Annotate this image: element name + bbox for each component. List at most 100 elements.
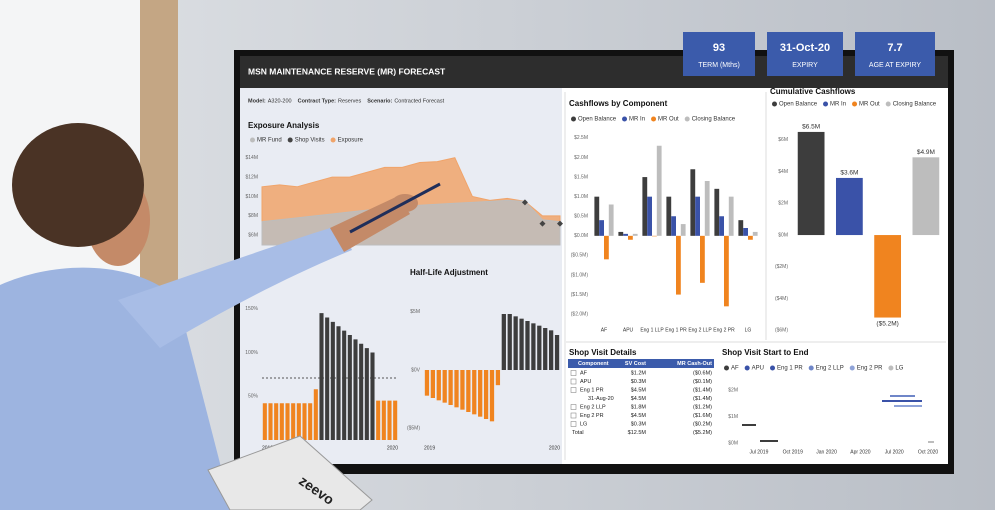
filter-value: Contracted Forecast (394, 98, 444, 104)
bar (525, 321, 530, 370)
legend-marker (770, 365, 776, 371)
bar (652, 235, 657, 237)
legend-marker (885, 101, 891, 107)
bar (604, 235, 609, 260)
table-cell: ($0.6M) (693, 370, 712, 376)
bar (738, 220, 744, 236)
kpi-box (683, 32, 755, 76)
expand-icon (570, 370, 577, 376)
y-tick-label: $2M (778, 201, 788, 207)
y-tick-label: ($2.0M) (571, 311, 589, 317)
y-tick-label: $2M (728, 387, 738, 393)
y-tick-label: $6M (778, 137, 788, 143)
y-tick-label: ($1.5M) (571, 292, 589, 298)
bar (424, 370, 430, 396)
y-tick-label: ($4M) (775, 296, 788, 302)
bar (912, 157, 940, 236)
y-tick-label: ($0.5M) (571, 253, 589, 259)
table-cell: ($5.2M) (693, 430, 712, 436)
legend-label: Closing Balance (893, 102, 937, 108)
expand-icon (570, 404, 577, 410)
bar (436, 370, 441, 401)
bar (623, 233, 628, 236)
bar (268, 403, 273, 440)
legend-marker (852, 101, 858, 107)
value-label: $6.5M (802, 124, 820, 131)
bar (291, 403, 296, 440)
legend-label: MR In (629, 117, 645, 123)
x-tick-label: Jul 2020 (885, 449, 904, 455)
bar (743, 228, 748, 236)
bar (618, 231, 624, 236)
legend-marker (330, 137, 336, 143)
bar (719, 216, 724, 236)
y-tick-label: 50% (248, 394, 259, 400)
chart-title: Cashflows by Component (569, 99, 668, 108)
table-cell: $0.3M (631, 379, 647, 385)
table-cell: AF (580, 370, 588, 376)
bar (676, 235, 681, 295)
bar (448, 370, 453, 405)
table-cell: Total (572, 430, 584, 436)
legend-marker (772, 101, 777, 107)
legend-marker (684, 116, 690, 122)
table-header-bg (568, 359, 714, 368)
bar (695, 196, 700, 236)
legend-label: Open Balance (779, 102, 818, 108)
legend-marker (808, 365, 814, 371)
bar (599, 220, 604, 236)
legend-label: MR In (830, 102, 846, 108)
bar (274, 403, 279, 440)
filter-value: A320-200 (268, 98, 292, 104)
y-tick-label: $1.5M (574, 174, 588, 180)
bar (752, 231, 758, 236)
legend-marker (849, 365, 855, 371)
y-tick-label: ($1.0M) (571, 272, 589, 278)
bar (313, 389, 318, 440)
bar (513, 316, 518, 370)
table-header: SV Cost (625, 361, 646, 367)
table-cell: $0.3M (631, 421, 647, 427)
expand-icon (570, 387, 577, 393)
y-tick-label: 150% (245, 306, 258, 312)
table-header: MR Cash-Out (677, 361, 712, 367)
x-tick-label: AF (601, 327, 607, 333)
expand-icon (570, 378, 577, 385)
legend-marker (571, 116, 576, 122)
bar (308, 403, 313, 440)
bar (797, 131, 825, 236)
x-tick-label: Eng 1 PR (665, 327, 687, 333)
legend-label: LG (895, 366, 903, 372)
bar (466, 370, 471, 412)
bar (501, 314, 506, 370)
bar (680, 224, 686, 236)
y-tick-label: ($6M) (775, 328, 788, 334)
legend-label: Eng 2 PR (857, 366, 883, 372)
kpi-label: TERM (Mths) (698, 62, 740, 69)
table-cell: $4.5M (631, 413, 647, 419)
bar (594, 196, 600, 236)
hair (12, 123, 144, 247)
x-tick-label: Oct 2019 (783, 449, 804, 455)
bar (285, 403, 290, 440)
bar (656, 145, 662, 236)
x-tick-label: LG (745, 327, 752, 333)
filter-value: Reserves (338, 98, 361, 104)
bar (647, 196, 652, 236)
table-cell: $4.5M (631, 396, 647, 402)
table-cell: Eng 2 LLP (580, 404, 606, 410)
y-tick-label: $0V (411, 367, 421, 373)
x-tick-label: Apr 2020 (850, 449, 871, 455)
x-tick-label: Eng 2 LLP (688, 327, 712, 333)
bar (430, 370, 435, 398)
bar (319, 313, 324, 440)
bar (690, 169, 696, 236)
bar (666, 196, 672, 236)
legend-marker (744, 365, 750, 371)
x-label: 2020 (549, 445, 560, 451)
bar (302, 403, 307, 440)
dashboard-title: MSN MAINTENANCE RESERVE (MR) FORECAST (248, 66, 446, 76)
chart-title: Half-Life Adjustment (410, 268, 488, 277)
legend-marker (823, 101, 829, 107)
